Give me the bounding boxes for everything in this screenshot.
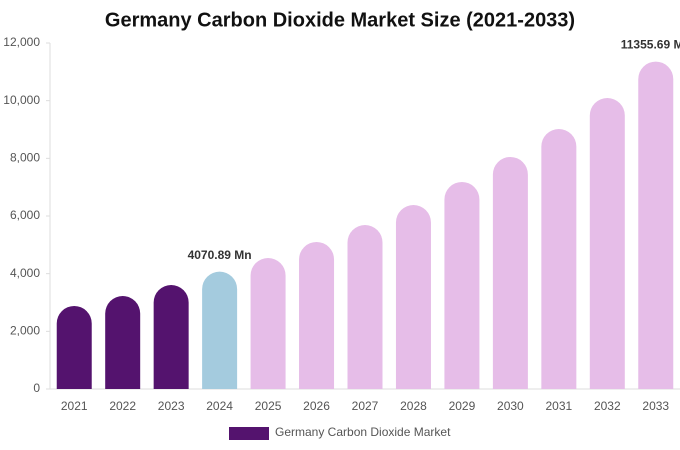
y-tick-label: 6,000 — [10, 208, 40, 222]
x-tick-label: 2021 — [61, 399, 88, 413]
y-tick-label: 4,000 — [10, 266, 40, 280]
legend-label: Germany Carbon Dioxide Market — [275, 425, 451, 439]
bar — [202, 271, 238, 389]
y-tick-label: 10,000 — [3, 93, 40, 107]
y-tick-label: 2,000 — [10, 324, 40, 338]
bar — [492, 156, 528, 389]
bar — [56, 305, 92, 389]
bar — [541, 129, 577, 389]
data-label: 4070.89 Mn — [188, 248, 252, 262]
bar — [347, 224, 383, 389]
bar — [589, 97, 625, 389]
x-tick-label: 2028 — [400, 399, 427, 413]
bar — [153, 284, 189, 389]
y-tick-label: 8,000 — [10, 151, 40, 165]
x-tick-label: 2030 — [497, 399, 524, 413]
x-tick-label: 2031 — [545, 399, 572, 413]
x-tick-label: 2029 — [449, 399, 476, 413]
x-tick-label: 2024 — [206, 399, 233, 413]
chart-title: Germany Carbon Dioxide Market Size (2021… — [105, 9, 575, 31]
bar — [105, 296, 141, 389]
x-tick-label: 2033 — [642, 399, 669, 413]
bar — [250, 257, 286, 389]
bar — [395, 204, 431, 389]
x-tick-label: 2026 — [303, 399, 330, 413]
x-tick-label: 2025 — [255, 399, 282, 413]
legend-swatch — [229, 427, 269, 440]
x-tick-label: 2023 — [158, 399, 185, 413]
x-tick-label: 2022 — [109, 399, 136, 413]
bar — [299, 241, 335, 389]
bar — [638, 61, 674, 389]
data-label: 11355.69 Mn — [621, 38, 680, 52]
bar — [444, 181, 480, 389]
x-tick-label: 2032 — [594, 399, 621, 413]
y-tick-label: 0 — [33, 381, 40, 395]
x-tick-label: 2027 — [352, 399, 379, 413]
y-tick-label: 12,000 — [3, 35, 40, 49]
